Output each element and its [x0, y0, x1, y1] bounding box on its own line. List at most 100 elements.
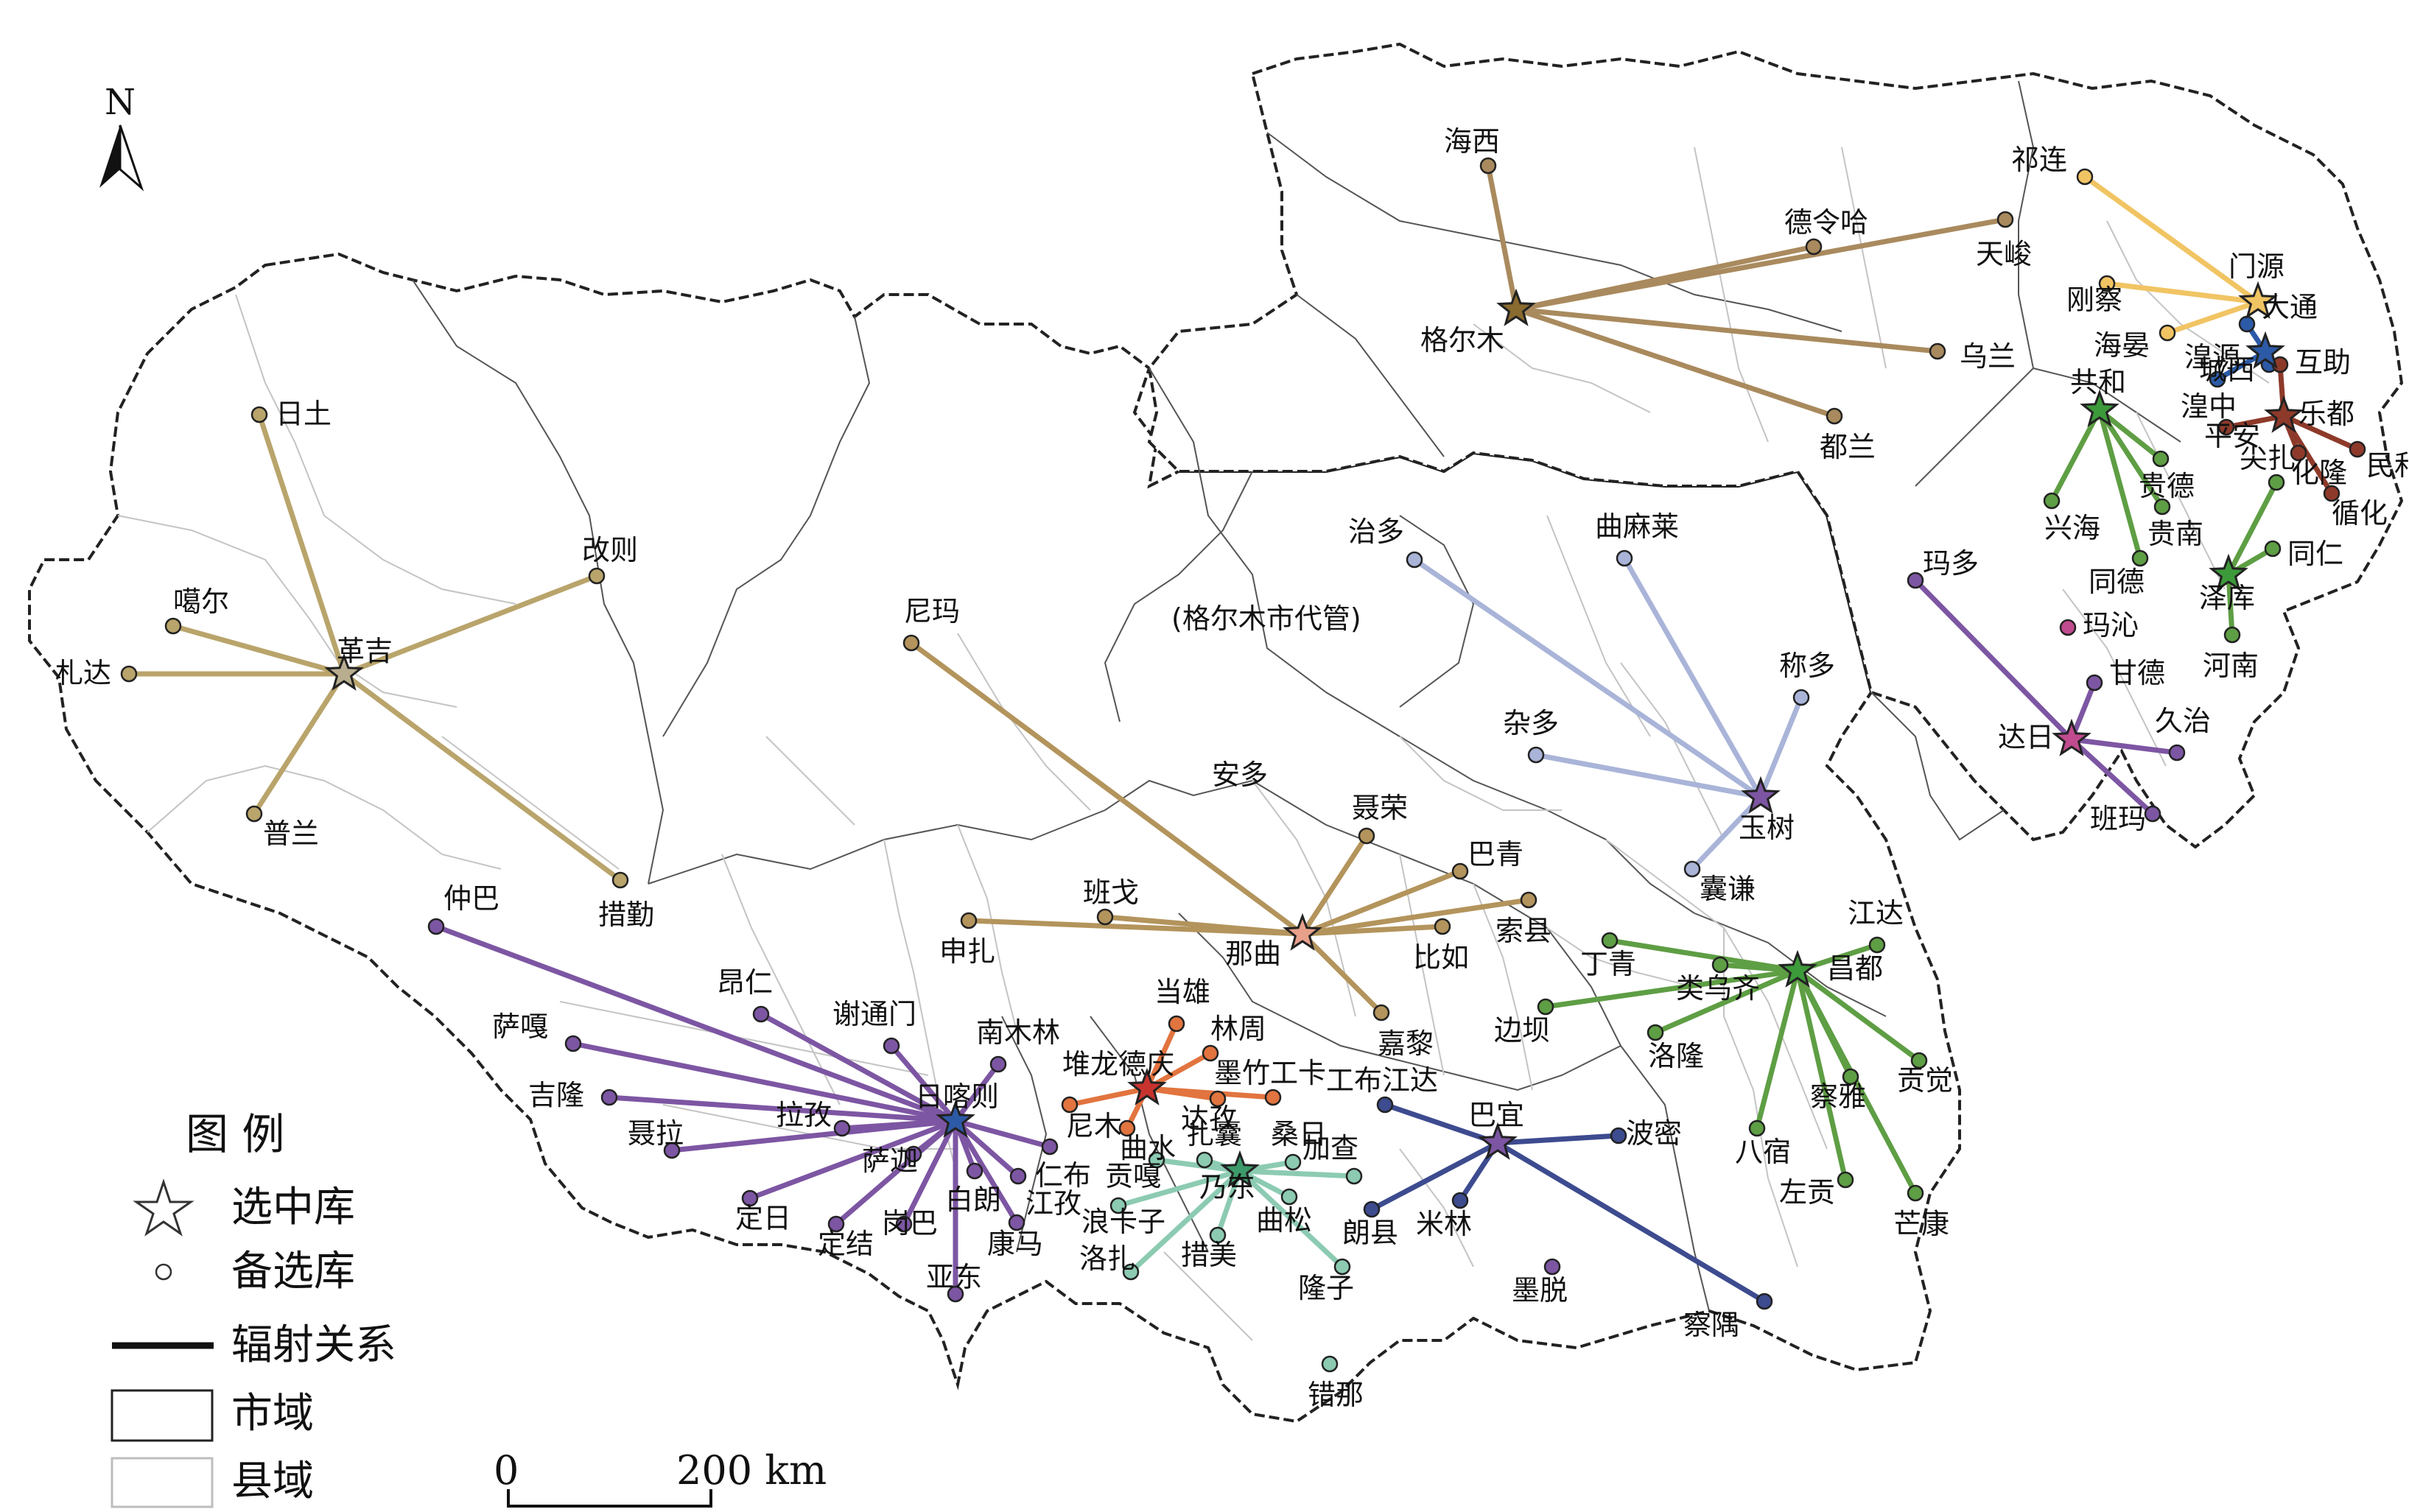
- candidate-warehouse-marker: [1479, 157, 1497, 175]
- candidate-warehouse-marker: [663, 1142, 681, 1159]
- radiation-link: [1912, 577, 2075, 742]
- candidate-warehouse-marker: [895, 1215, 913, 1233]
- radiation-link: [2069, 736, 2156, 817]
- candidate-label: 互助: [2295, 346, 2351, 379]
- candidate-warehouse-marker: [2238, 315, 2256, 333]
- candidate-warehouse-marker: [1537, 998, 1554, 1016]
- legend: 图 例 选中库 备选库 辐射关系 市域 县域: [111, 1109, 396, 1508]
- candidate-label: 贡嘎: [1105, 1160, 1161, 1192]
- candidate-warehouse-marker: [2152, 450, 2170, 468]
- candidate-warehouse-marker: [1805, 238, 1823, 256]
- candidate-label: 同仁: [2287, 538, 2343, 570]
- selected-label: 格尔木: [1420, 324, 1504, 356]
- candidate-warehouse-marker: [2290, 444, 2307, 462]
- candidate-warehouse-marker: [1996, 211, 2014, 228]
- candidate-warehouse-marker: [1202, 1044, 1219, 1062]
- candidate-label: 亚东: [926, 1261, 982, 1293]
- radiation-link: [1754, 968, 1800, 1131]
- candidate-warehouse-marker: [2209, 370, 2226, 388]
- radiation-link: [953, 1061, 1001, 1124]
- radiation-link: [1652, 968, 1800, 1035]
- region-label-group: (格尔木市代管) 安多: [1171, 602, 1361, 791]
- radiation-link: [833, 1118, 958, 1227]
- candidate-warehouse-marker: [2086, 674, 2103, 692]
- candidate-label: 昂仁: [717, 966, 773, 999]
- radiation-link: [341, 671, 623, 883]
- candidate-warehouse-marker: [1748, 1119, 1766, 1137]
- candidate-label: 南木林: [976, 1016, 1060, 1049]
- radiation-link: [606, 1094, 958, 1124]
- candidate-label: 拉孜: [776, 1099, 832, 1131]
- radiation-link: [2164, 299, 2261, 336]
- candidate-label: 湟中: [2181, 390, 2237, 423]
- candidate-label: 囊谦: [1700, 873, 1756, 905]
- radiation-link: [1237, 1168, 1357, 1179]
- candidate-warehouse-marker: [1148, 1151, 1165, 1169]
- candidate-warehouse-marker: [1008, 1214, 1025, 1231]
- radiation-link: [1513, 306, 1837, 419]
- candidate-label: 民和: [2366, 449, 2409, 482]
- candidate-label: 边坝: [1494, 1014, 1550, 1047]
- candidate-warehouse-marker: [2059, 619, 2077, 636]
- region-label-anduo: 安多: [1212, 759, 1268, 791]
- candidate-warehouse-marker: [2076, 168, 2094, 186]
- radiation-link: [2226, 479, 2279, 577]
- candidate-label: 八宿: [1735, 1136, 1791, 1168]
- radiation-link: [1144, 1021, 1179, 1091]
- selected-warehouse-star-icon: [1496, 288, 1536, 326]
- candidate-warehouse-marker: [1826, 407, 1843, 425]
- selected-warehouse-star-icon: [1478, 1122, 1518, 1160]
- selected-warehouse-star-icon: [1778, 949, 1817, 988]
- radiation-link: [1128, 1168, 1243, 1275]
- radiation-links: [126, 163, 2360, 1304]
- candidate-label: 墨竹工卡: [1214, 1057, 1326, 1089]
- radiation-link: [570, 1041, 958, 1124]
- candidate-label: 类乌齐: [1676, 972, 1760, 1005]
- radiation-link: [1144, 1086, 1221, 1102]
- selected-label: 革吉: [337, 635, 393, 667]
- selected-warehouse-star-icon: [1283, 913, 1322, 951]
- candidate-warehouse-marker: [1122, 1263, 1140, 1281]
- candidate-warehouse-marker: [741, 1189, 759, 1207]
- legend-candidate-label: 备选库: [231, 1248, 355, 1295]
- candidate-warehouse-marker: [1683, 860, 1701, 878]
- legend-radiation-label: 辐射关系: [231, 1321, 396, 1369]
- selected-warehouse-star-icon: [1220, 1150, 1260, 1188]
- radiation-link: [1067, 1086, 1150, 1108]
- selected-warehouse-star-icon: [2209, 553, 2248, 591]
- candidate-warehouse-marker: [1061, 1096, 1079, 1114]
- radiation-link: [2104, 281, 2261, 305]
- candidate-label: 兴海: [2044, 512, 2100, 544]
- selected-label: 湟源: [2184, 341, 2240, 373]
- radiation-link: [1412, 557, 1764, 800]
- north-arrow-right-icon: [119, 124, 144, 191]
- candidate-label: 索县: [1495, 915, 1551, 947]
- radiation-link: [170, 623, 347, 677]
- legend-county-label: 县域: [231, 1458, 314, 1505]
- candidate-warehouse-marker: [989, 1055, 1007, 1073]
- candidate-label: 曲水: [1120, 1132, 1176, 1164]
- candidate-label: 刚察: [2066, 284, 2122, 316]
- candidate-warehouse-marker: [1345, 1167, 1363, 1185]
- candidate-warehouse-marker: [588, 567, 606, 585]
- candidate-label: 察雅: [1810, 1080, 1866, 1113]
- candidate-warehouse-marker: [1610, 1127, 1627, 1144]
- selected-warehouse-star-icon: [1127, 1067, 1167, 1105]
- candidate-label: 祁连: [2011, 144, 2067, 176]
- candidate-label: 白朗: [945, 1184, 1001, 1216]
- city-boundaries: [412, 80, 2181, 1312]
- region-label-golmud-admin: (格尔木市代管): [1171, 602, 1361, 635]
- candidate-warehouse-marker: [2264, 540, 2282, 558]
- selected-label: 日喀则: [915, 1080, 999, 1113]
- candidate-warehouse-marker: [1907, 572, 1924, 589]
- candidate-label: 措美: [1181, 1239, 1237, 1271]
- candidate-label: 德令哈: [1784, 206, 1868, 239]
- candidate-warehouse-marker: [2043, 492, 2061, 510]
- candidate-label: 申扎: [939, 935, 995, 968]
- radiation-link: [2097, 407, 2143, 561]
- candidate-label: 曲麻莱: [1595, 510, 1679, 543]
- radiation-link: [251, 671, 347, 817]
- candidate-label: 平安: [2204, 420, 2260, 452]
- candidate-warehouse-marker: [1907, 1184, 1924, 1202]
- candidate-label: 班戈: [1083, 876, 1139, 909]
